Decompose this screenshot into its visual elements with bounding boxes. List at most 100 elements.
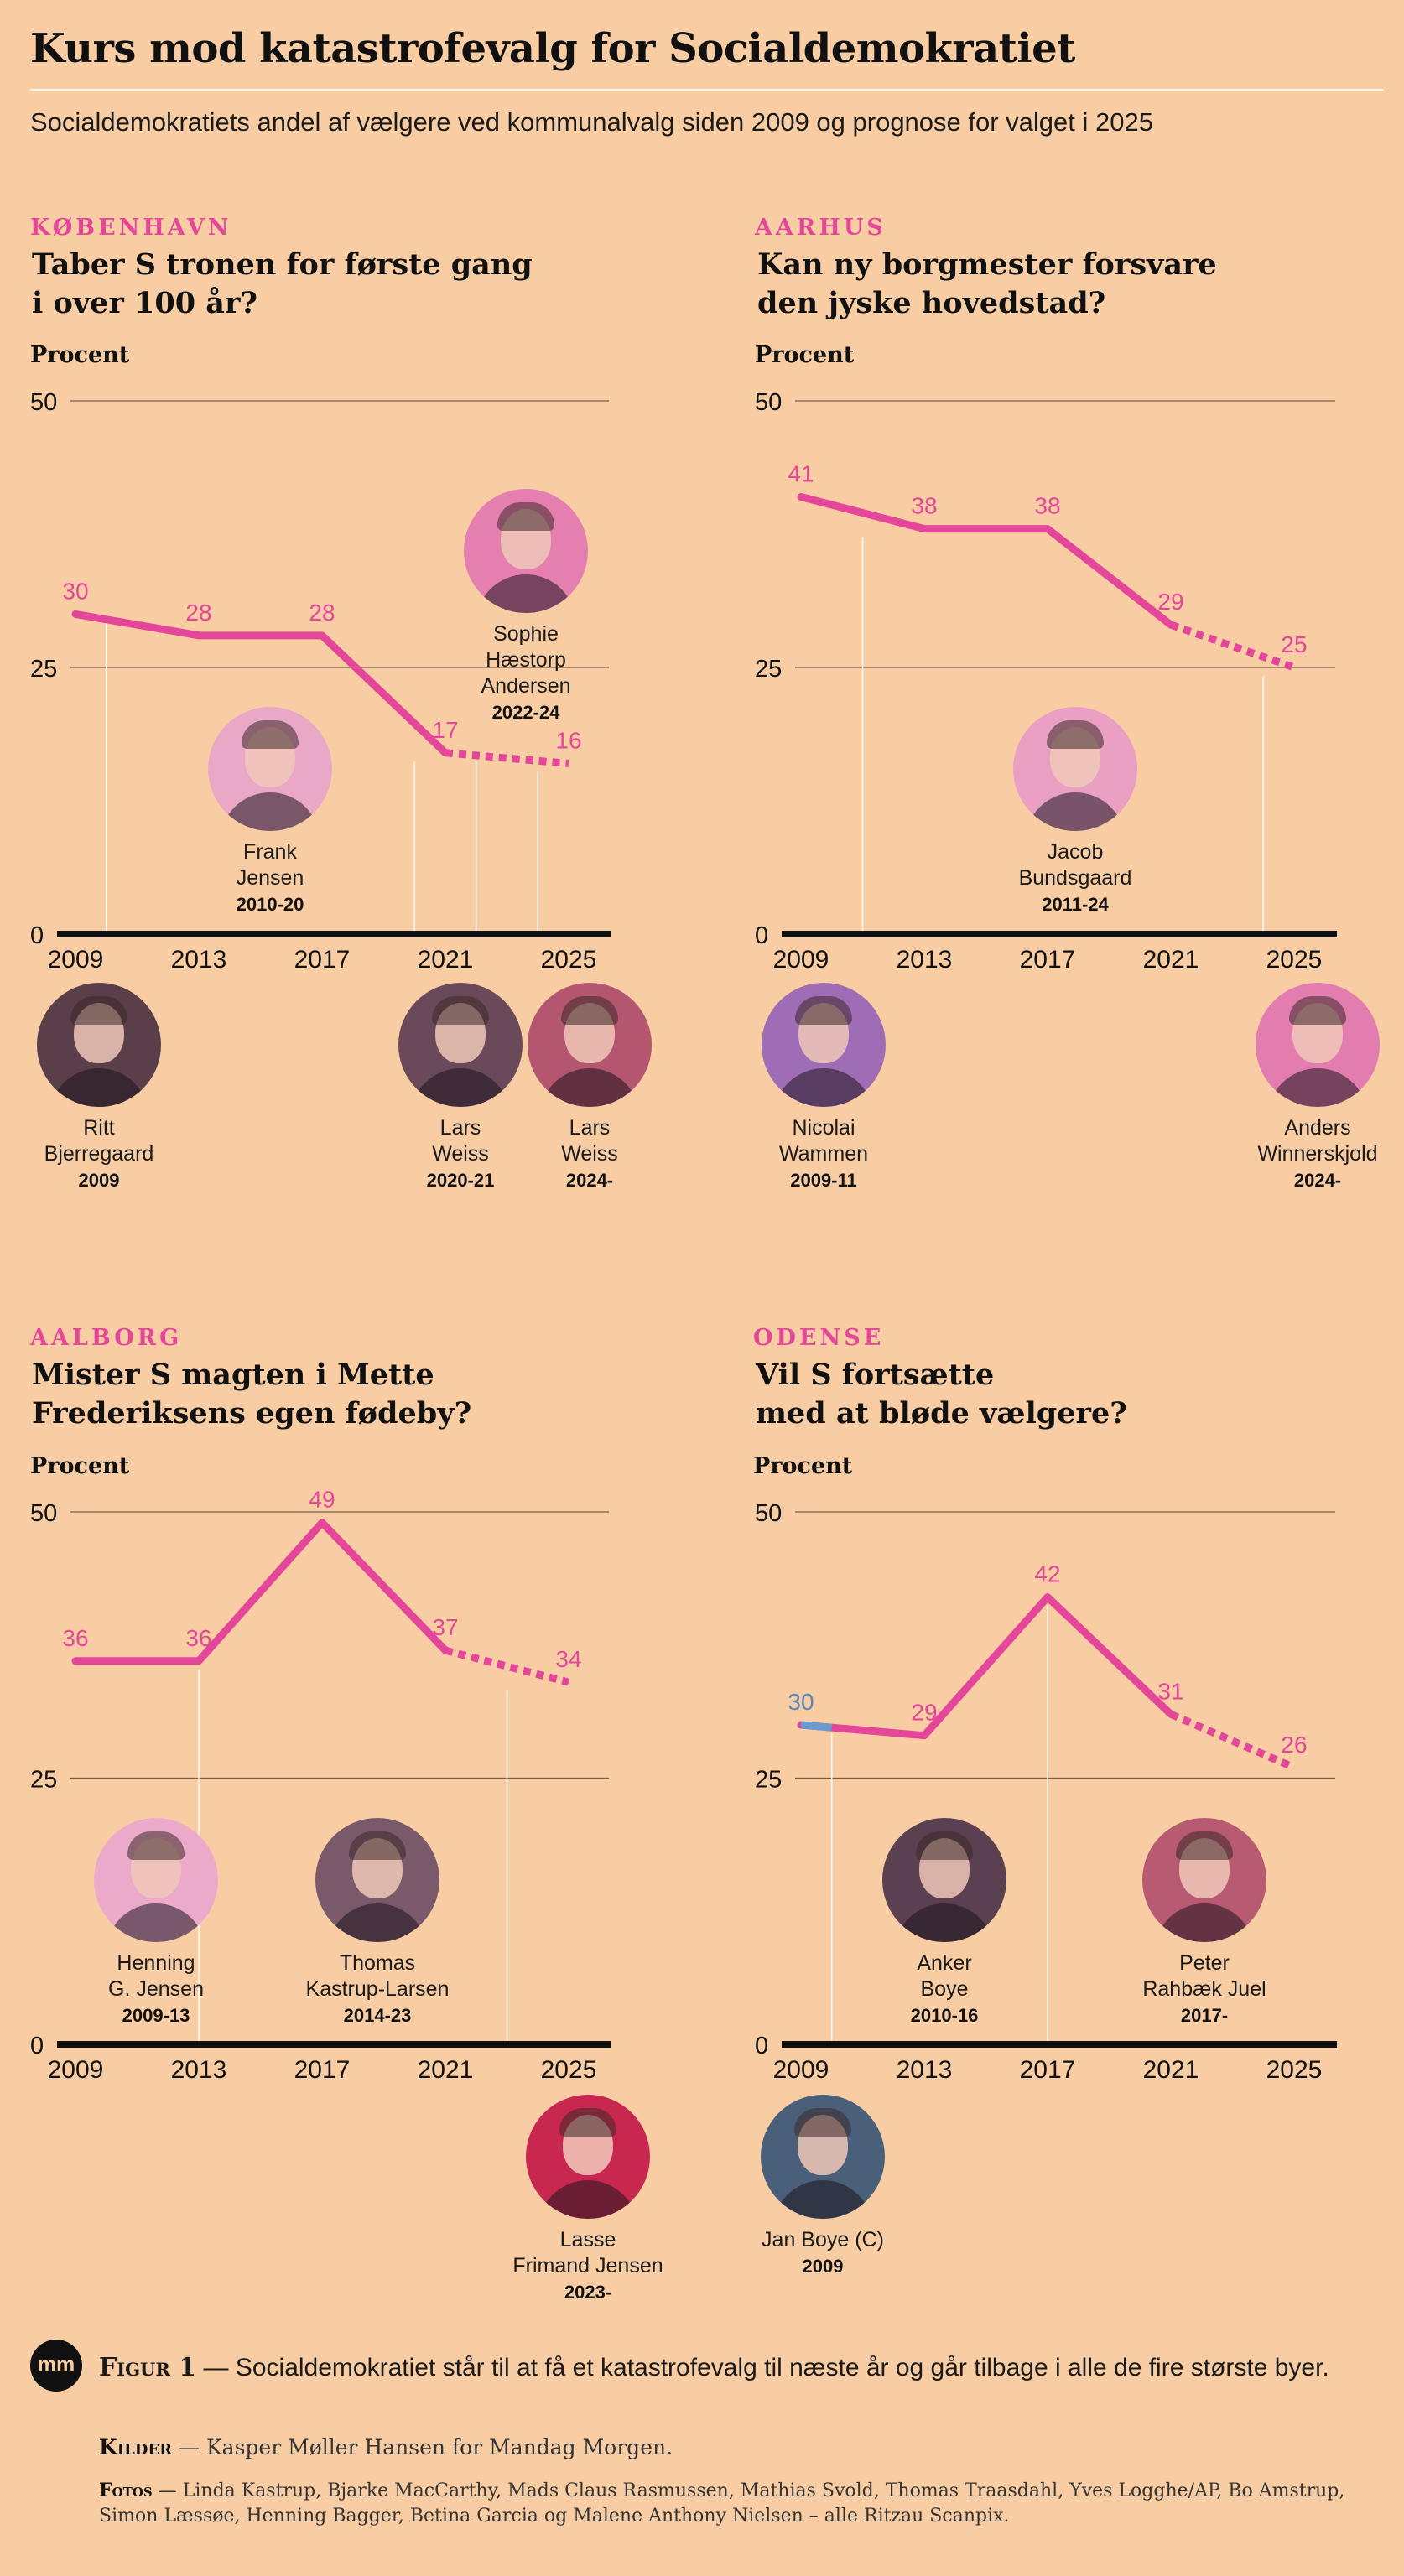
- aarhus-data-label: 38: [911, 493, 937, 519]
- aalborg-forecast-line: [444, 1646, 570, 1686]
- aarhus-data-label: 29: [1157, 589, 1183, 615]
- mayor-lasse-frimand-jensen: Lasse Frimand Jensen 2023-: [479, 2095, 697, 2306]
- aarhus-ytick-label: 50: [755, 389, 782, 416]
- aalborg-ytick-label: 0: [30, 2033, 44, 2059]
- copenhagen-data-label: 28: [185, 600, 211, 626]
- portrait-torso: [1267, 1068, 1368, 1107]
- aarhus-data-label: 41: [788, 460, 814, 486]
- portrait-torso: [773, 1068, 874, 1107]
- panel-3-city: AALBORG: [30, 1325, 183, 1351]
- mayor-nicolai-wammen: Nicolai Wammen 2009-11: [715, 983, 933, 1194]
- aarhus-xtick-label: 2025: [1266, 946, 1323, 974]
- portrait-hair: [561, 996, 618, 1025]
- odense-xtick-label: 2021: [1143, 2056, 1199, 2084]
- odense-data-label: 30: [788, 1689, 814, 1715]
- odense-ytick-label: 0: [755, 2033, 768, 2059]
- figure-label: Figur 1: [99, 2353, 197, 2382]
- aarhus-xtick-label: 2013: [897, 946, 953, 974]
- mayor-anker-boye: Anker Boye 2010-16: [835, 1818, 1053, 2029]
- aalborg-xtick-label: 2021: [418, 2056, 474, 2084]
- mayor-anders-winnerskjold: Anders Winnerskjold 2024-: [1209, 983, 1404, 1194]
- photos-text: Linda Kastrup, Bjarke MacCarthy, Mads Cl…: [99, 2480, 1345, 2527]
- copenhagen-xtick-label: 2021: [418, 946, 474, 974]
- sources-text: Kasper Møller Hansen for Mandag Morgen.: [206, 2435, 673, 2459]
- aalborg-data-label: 37: [432, 1614, 458, 1640]
- portrait-torso: [49, 1068, 149, 1107]
- aarhus-xtick-label: 2017: [1020, 946, 1076, 974]
- portrait-photo: [761, 2095, 885, 2219]
- portrait-torso: [539, 1068, 640, 1107]
- odense-xtick-label: 2009: [773, 2056, 829, 2084]
- portrait-photo: [882, 1818, 1006, 1942]
- panel-2-question: Kan ny borgmester forsvare den jyske hov…: [757, 247, 1217, 320]
- odense-xtick-label: 2017: [1020, 2056, 1076, 2084]
- panel-1-unit: Procent: [30, 342, 130, 368]
- odense-forecast-line: [1169, 1711, 1296, 1771]
- aalborg-data-label: 34: [555, 1646, 581, 1672]
- portrait-hair: [432, 996, 489, 1025]
- portrait-torso: [106, 1903, 206, 1942]
- mandag-morgen-logo: mm: [30, 2340, 82, 2392]
- copenhagen-series-line: [71, 610, 450, 757]
- photos-label: Fotos: [99, 2480, 153, 2501]
- copenhagen-xtick-label: 2025: [541, 946, 597, 974]
- aalborg-xtick-label: 2017: [294, 2056, 351, 2084]
- odense-data-label: 42: [1034, 1561, 1060, 1587]
- mayor-henning-g-jensen: Henning G. Jensen 2009-13: [47, 1818, 265, 2029]
- mayor-frank-jensen: Frank Jensen 2010-20: [161, 707, 379, 918]
- copenhagen-xtick-label: 2013: [171, 946, 227, 974]
- mayor-thomas-kastrup-larsen: Thomas Kastrup-Larsen 2014-23: [268, 1818, 486, 2029]
- page-subtitle: Socialdemokratiets andel af vælgere ved …: [30, 107, 1153, 137]
- mayor-peter-rahbaek-juel: Peter Rahbæk Juel 2017-: [1095, 1818, 1313, 2029]
- odense-ytick-label: 25: [755, 1767, 782, 1794]
- portrait-hair: [559, 2108, 616, 2137]
- odense-series-line: [797, 1593, 1175, 1740]
- aarhus-data-label: 25: [1281, 631, 1307, 657]
- portrait-photo: [528, 983, 652, 1107]
- odense-conservative-segment: [800, 1721, 833, 1732]
- aalborg-xtick-label: 2013: [171, 2056, 227, 2084]
- portrait-photo: [94, 1818, 218, 1942]
- photos-dash: —: [158, 2480, 183, 2501]
- aalborg-ytick-label: 50: [30, 1500, 57, 1527]
- sources-dash: —: [179, 2435, 206, 2459]
- portrait-photo: [464, 489, 588, 613]
- aalborg-series-line: [71, 1519, 450, 1665]
- portrait-hair: [1289, 996, 1346, 1025]
- portrait-hair: [127, 1831, 185, 1860]
- portrait-torso: [538, 2180, 638, 2219]
- photo-credits: Fotos — Linda Kastrup, Bjarke MacCarthy,…: [99, 2478, 1382, 2529]
- panel-4-city: ODENSE: [753, 1325, 885, 1351]
- portrait-torso: [476, 574, 576, 613]
- portrait-hair: [795, 996, 852, 1025]
- portrait-torso: [894, 1903, 995, 1942]
- panel-4-question: Vil S fortsætte med at bløde vælgere?: [756, 1358, 1127, 1431]
- copenhagen-xtick-label: 2009: [48, 946, 104, 974]
- portrait-hair: [497, 502, 554, 531]
- portrait-photo: [1142, 1818, 1266, 1942]
- aalborg-data-label: 36: [185, 1625, 211, 1651]
- aalborg-data-label: 49: [309, 1487, 335, 1513]
- page-title: Kurs mod katastrofevalg for Socialdemokr…: [30, 25, 1075, 72]
- portrait-photo: [1256, 983, 1380, 1107]
- odense-xtick-label: 2025: [1266, 2056, 1323, 2084]
- aarhus-forecast-line: [1169, 621, 1296, 672]
- mayor-sophie-haestorp-andersen: Sophie Hæstorp Andersen 2022-24: [417, 489, 635, 726]
- portrait-photo: [37, 983, 161, 1107]
- portrait-torso: [220, 792, 320, 831]
- panel-4-unit: Procent: [753, 1453, 853, 1479]
- panel-1-question: Taber S tronen for første gang i over 10…: [32, 247, 533, 320]
- portrait-hair: [242, 720, 299, 749]
- portrait-hair: [349, 1831, 406, 1860]
- copenhagen-forecast-line: [445, 749, 569, 767]
- portrait-photo: [398, 983, 523, 1107]
- aarhus-xtick-label: 2009: [773, 946, 829, 974]
- mayor-ritt-bjerregaard: Ritt Bjerregaard 2009: [0, 983, 208, 1194]
- portrait-hair: [1047, 720, 1104, 749]
- panel-3-unit: Procent: [30, 1453, 130, 1479]
- panel-3-question: Mister S magten i Mette Frederiksens ege…: [32, 1358, 472, 1431]
- aarhus-xtick-label: 2021: [1143, 946, 1199, 974]
- copenhagen-data-label: 17: [432, 717, 458, 743]
- portrait-torso: [327, 1903, 428, 1942]
- panel-2-city: AARHUS: [755, 215, 887, 241]
